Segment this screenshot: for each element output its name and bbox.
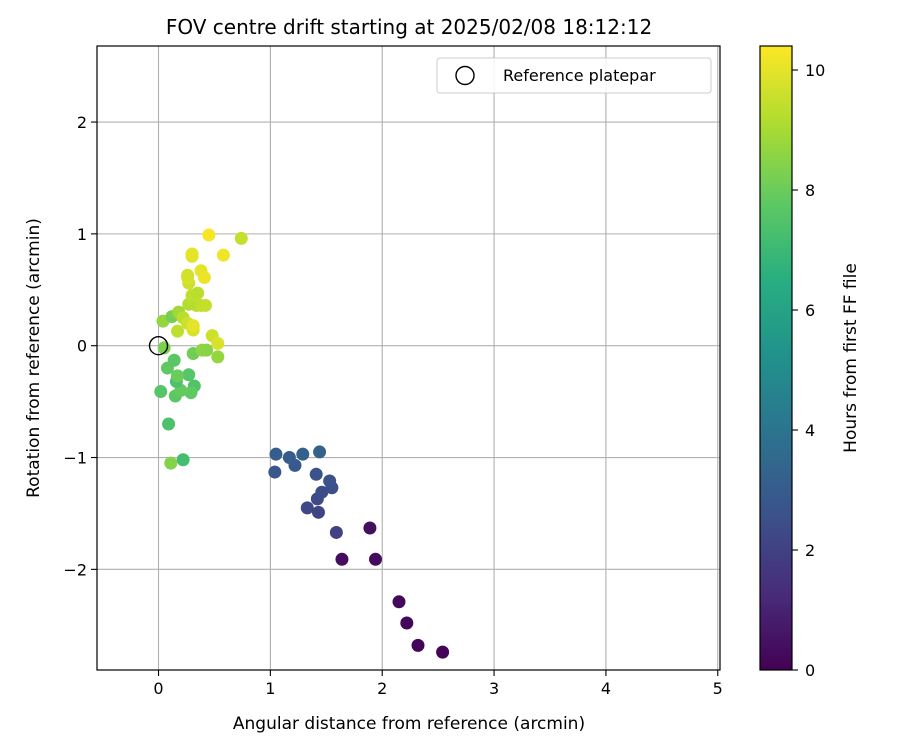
scatter-point <box>185 247 199 261</box>
x-axis-label: Angular distance from reference (arcmin) <box>233 714 585 734</box>
scatter-point <box>313 445 327 459</box>
scatter-point <box>234 231 248 245</box>
scatter-point <box>269 447 283 461</box>
scatter-point <box>171 324 185 338</box>
scatter-point <box>197 270 211 284</box>
scatter-point <box>363 521 377 535</box>
scatter-point <box>268 465 282 479</box>
legend-box <box>436 57 712 94</box>
scatter-point <box>176 453 190 467</box>
x-tick-label: 1 <box>265 679 275 698</box>
colorbar-tick-label: 2 <box>805 541 815 560</box>
scatter-point <box>211 336 225 350</box>
scatter-point <box>186 319 200 333</box>
scatter-point <box>436 645 450 659</box>
scatter-point <box>335 552 349 566</box>
y-axis-label: Rotation from reference (arcmin) <box>24 218 44 498</box>
legend: Reference platepar <box>436 57 712 94</box>
legend-entry-reference-platepar: Reference platepar <box>503 66 656 85</box>
scatter-point <box>171 369 185 383</box>
x-tick-label: 3 <box>489 679 499 698</box>
scatter-point <box>200 343 214 357</box>
colorbar-tick-label: 6 <box>805 301 815 320</box>
legend-reference-marker <box>455 65 475 86</box>
scatter-point <box>392 595 406 609</box>
scatter-point <box>300 501 314 515</box>
colorbar-label: Hours from first FF file <box>841 263 861 453</box>
y-tick-label: −2 <box>63 560 87 579</box>
plot-area <box>97 46 720 670</box>
scatter-point <box>311 505 325 519</box>
scatter-point <box>323 474 337 488</box>
colorbar-ticks: 0 2 4 6 8 10 <box>792 61 825 680</box>
x-tick-label: 0 <box>153 679 163 698</box>
colorbar-tick-label: 4 <box>805 421 815 440</box>
scatter-point <box>182 368 196 382</box>
x-tick-label: 2 <box>377 679 387 698</box>
scatter-point <box>400 616 414 630</box>
x-axis-ticks: 0 1 2 3 4 5 <box>153 670 723 698</box>
scatter-point <box>167 353 181 367</box>
scatter-point <box>369 552 383 566</box>
scatter-point <box>181 268 195 282</box>
scatter-point <box>191 286 205 300</box>
scatter-point <box>411 638 425 652</box>
plot-frame <box>96 45 721 671</box>
y-tick-label: 0 <box>77 337 87 356</box>
scatter-point <box>202 228 216 242</box>
scatter-point <box>282 451 296 465</box>
scatter-point <box>216 248 230 262</box>
reference-platepar-marker <box>148 335 169 356</box>
x-tick-label: 4 <box>601 679 611 698</box>
scatter-point <box>329 525 343 539</box>
colorbar-tick-label: 10 <box>805 61 825 80</box>
scatter-point <box>211 350 225 364</box>
grid-lines <box>97 46 720 670</box>
scatter-point <box>164 456 178 470</box>
colorbar-tick-label: 8 <box>805 181 815 200</box>
y-axis-ticks: −2 −1 0 1 2 <box>63 113 97 579</box>
y-tick-label: −1 <box>63 449 87 468</box>
colorbar <box>759 45 793 671</box>
y-tick-label: 2 <box>77 113 87 132</box>
y-tick-label: 1 <box>77 225 87 244</box>
reference-marker-layer <box>148 335 169 356</box>
scatter-point <box>162 417 176 431</box>
scatter-point <box>154 385 168 399</box>
scatter-point <box>184 386 198 400</box>
x-tick-label: 5 <box>713 679 723 698</box>
chart-title: FOV centre drift starting at 2025/02/08 … <box>166 15 652 39</box>
scatter-point <box>315 485 329 499</box>
scatter-point <box>309 467 323 481</box>
scatter-point <box>296 447 310 461</box>
colorbar-tick-label: 0 <box>805 661 815 680</box>
scatter-point <box>198 298 212 312</box>
